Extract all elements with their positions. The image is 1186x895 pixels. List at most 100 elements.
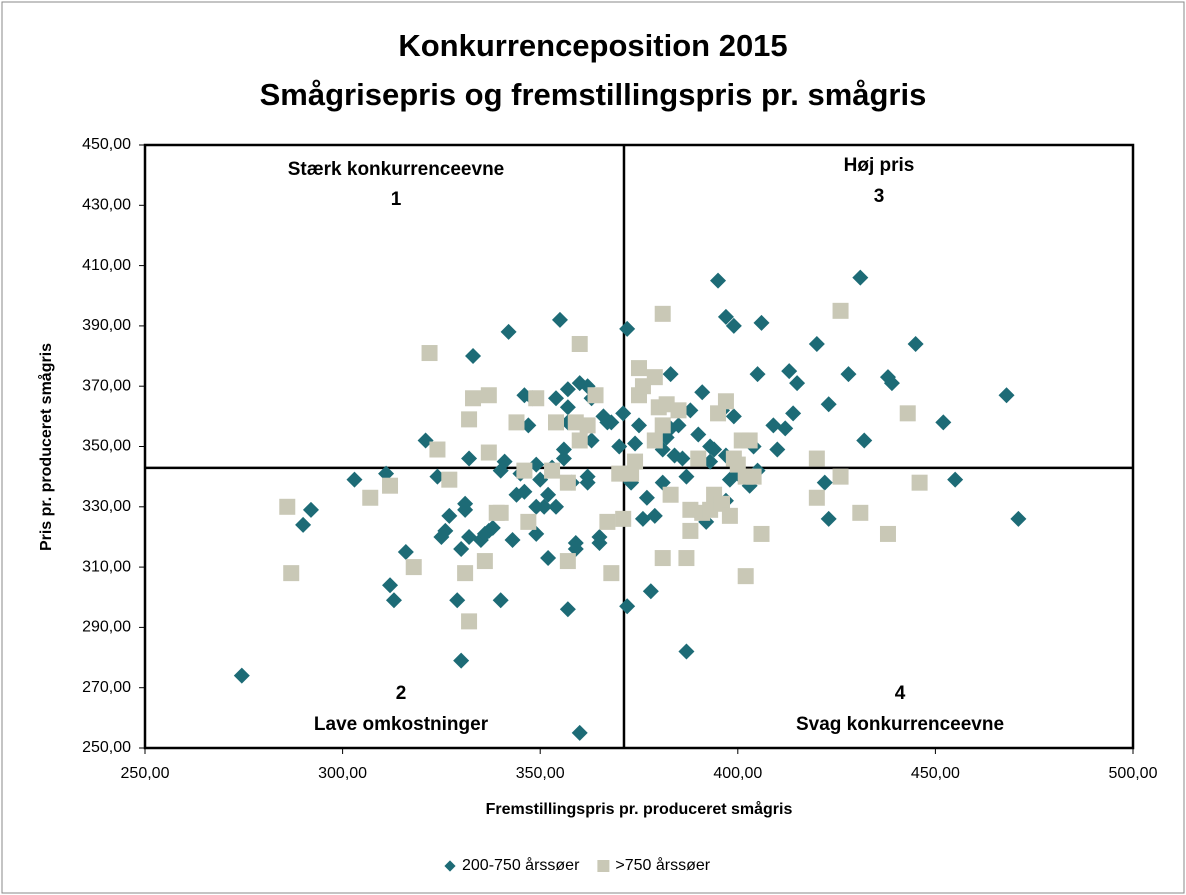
point — [548, 414, 565, 431]
point — [233, 667, 250, 684]
quadrant-label: Lave omkostninger — [314, 714, 489, 735]
point — [646, 432, 663, 449]
point — [453, 652, 470, 669]
point — [480, 444, 497, 461]
point — [832, 468, 849, 485]
point — [362, 489, 379, 506]
point — [476, 553, 493, 570]
point — [899, 405, 916, 422]
point — [555, 441, 572, 458]
point — [721, 507, 738, 524]
x-tick-label: 500,00 — [1109, 765, 1158, 782]
x-tick-label: 400,00 — [713, 765, 762, 782]
point — [461, 411, 478, 428]
y-tick-label: 350,00 — [82, 438, 131, 455]
point — [453, 541, 470, 558]
point — [678, 550, 695, 567]
point — [883, 375, 900, 392]
y-tick-label: 330,00 — [82, 498, 131, 515]
point — [457, 565, 474, 582]
point — [832, 302, 849, 319]
point — [536, 498, 553, 515]
point — [765, 417, 782, 434]
point — [638, 489, 655, 506]
point — [591, 534, 608, 551]
point — [492, 504, 509, 521]
point — [571, 335, 588, 352]
point — [678, 643, 695, 660]
point — [615, 405, 632, 422]
x-tick-label: 450,00 — [911, 765, 960, 782]
point — [717, 393, 734, 410]
point — [646, 369, 663, 386]
point — [551, 311, 568, 328]
point — [808, 450, 825, 467]
point — [346, 471, 363, 488]
point — [559, 381, 576, 398]
point — [662, 366, 679, 383]
point — [808, 489, 825, 506]
point — [785, 405, 802, 422]
point — [540, 550, 557, 567]
point — [642, 583, 659, 600]
point — [725, 408, 742, 425]
chart-title: Konkurrenceposition 2015 — [398, 28, 787, 63]
point — [789, 375, 806, 392]
chart-subtitle: Smågrisepris og fremstillingspris pr. sm… — [260, 77, 927, 112]
legend-label: >750 årssøer — [615, 856, 710, 874]
point — [662, 486, 679, 503]
point — [559, 474, 576, 491]
point — [717, 308, 734, 325]
point — [603, 414, 620, 431]
point — [670, 417, 687, 434]
legend-marker — [597, 860, 610, 872]
quadrant-number: 4 — [895, 683, 906, 704]
point — [935, 414, 952, 431]
quadrant-number: 2 — [396, 683, 407, 704]
point — [627, 435, 644, 452]
point — [579, 417, 596, 434]
point — [749, 366, 766, 383]
point — [603, 565, 620, 582]
point — [808, 335, 825, 352]
point — [516, 483, 533, 500]
point — [627, 453, 644, 470]
y-tick-label: 290,00 — [82, 619, 131, 636]
point — [631, 360, 647, 377]
point — [500, 323, 517, 340]
quadrant-number: 1 — [391, 189, 402, 210]
y-tick-label: 370,00 — [82, 377, 131, 394]
quadrant-label: Høj pris — [844, 155, 915, 176]
point — [302, 501, 319, 518]
point — [405, 559, 422, 576]
point — [820, 396, 837, 413]
point — [555, 450, 572, 467]
point — [745, 468, 762, 485]
point — [907, 335, 924, 352]
point — [461, 613, 478, 630]
quadrant-label: Stærk konkurrenceevne — [288, 159, 505, 180]
point — [611, 438, 628, 455]
y-axis-label: Pris pr. produceret smågris — [37, 343, 55, 551]
point — [449, 592, 466, 609]
quadrant-number: 3 — [874, 186, 885, 207]
point — [504, 531, 521, 548]
point — [654, 305, 671, 322]
point — [816, 474, 833, 491]
point — [579, 468, 596, 485]
point — [710, 405, 727, 422]
y-tick-label: 310,00 — [82, 558, 131, 575]
point — [571, 432, 588, 449]
point — [508, 414, 525, 431]
y-tick-label: 250,00 — [82, 739, 131, 756]
point — [654, 550, 671, 567]
point — [559, 399, 576, 416]
point — [429, 441, 446, 458]
point — [852, 269, 869, 286]
point — [646, 507, 663, 524]
point — [947, 471, 964, 488]
point — [706, 441, 723, 458]
point — [279, 498, 296, 515]
